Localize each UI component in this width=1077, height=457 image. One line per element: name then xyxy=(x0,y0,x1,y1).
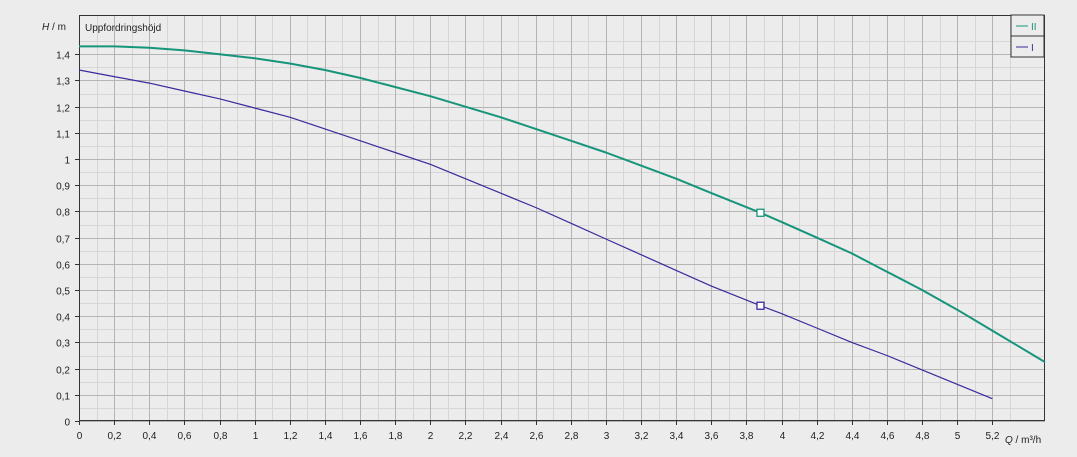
x-axis-title: Q / m³/h xyxy=(1005,435,1041,446)
y-tick-label: 0,1 xyxy=(56,392,70,403)
x-axis-sep: / xyxy=(1013,435,1021,446)
x-tick-label: 4,8 xyxy=(916,431,930,442)
x-tick-label: 2,8 xyxy=(565,431,579,442)
x-axis-var: Q xyxy=(1005,435,1013,446)
series-line-i xyxy=(78,69,993,400)
major-grid xyxy=(79,15,1045,422)
legend-label-i: I xyxy=(1031,43,1034,54)
y-axis-sep: / xyxy=(49,22,57,33)
x-tick-label: 2,6 xyxy=(530,431,544,442)
x-tick-label: 4,4 xyxy=(846,431,860,442)
y-tick-label: 0,8 xyxy=(56,208,70,219)
x-tick-label: 5,2 xyxy=(986,431,1000,442)
y-tick-label: 0,7 xyxy=(56,235,70,246)
y-axis-title: H / m xyxy=(42,22,66,33)
x-tick-label: 3,8 xyxy=(740,431,754,442)
x-axis: 0 0,2 0,4 0,6 0,8 1 1,2 1,4 1,6 1,8 2 2,2 2,4 2,6 2,8 3… xyxy=(77,421,1000,442)
x-tick-label: 4,6 xyxy=(881,431,895,442)
x-tick-label: 4 xyxy=(780,431,786,442)
series-layer xyxy=(78,45,1046,400)
x-tick-label: 1 xyxy=(253,431,259,442)
y-tick-label: 0,6 xyxy=(56,261,70,272)
x-axis-unit: m³/h xyxy=(1021,435,1041,446)
x-tick-label: 2 xyxy=(428,431,434,442)
series-line-ii xyxy=(79,45,1046,363)
chart-title: Uppfordringshöjd xyxy=(85,23,161,34)
x-tick-label: 3,2 xyxy=(635,431,649,442)
x-tick-label: 1,2 xyxy=(284,431,298,442)
operating-point-marker-i xyxy=(756,301,765,310)
y-tick-label: 1,4 xyxy=(56,51,70,62)
x-tick-label: 0,6 xyxy=(178,431,192,442)
y-tick-label: 1,3 xyxy=(56,77,70,88)
y-tick-label: 0,5 xyxy=(56,287,70,298)
y-tick-label: 1,1 xyxy=(56,130,70,141)
minor-grid xyxy=(79,15,1045,421)
y-tick-label: 0 xyxy=(64,418,70,429)
x-tick-label: 2,4 xyxy=(495,431,509,442)
y-tick-label: 0,9 xyxy=(56,182,70,193)
y-tick-label: 0,4 xyxy=(56,313,70,324)
x-tick-label: 3,6 xyxy=(705,431,719,442)
x-tick-label: 0,2 xyxy=(108,431,122,442)
legend: II I xyxy=(1010,14,1045,58)
legend-label-ii: II xyxy=(1031,22,1037,33)
y-tick-label: 0,2 xyxy=(56,366,70,377)
plot-frame xyxy=(79,15,1045,421)
x-tick-label: 0,4 xyxy=(143,431,157,442)
x-tick-label: 5 xyxy=(955,431,961,442)
x-tick-label: 4,2 xyxy=(811,431,825,442)
y-tick-label: 1,2 xyxy=(56,104,70,115)
x-tick-label: 1,8 xyxy=(389,431,403,442)
x-tick-label: 3 xyxy=(604,431,610,442)
y-axis-unit: m xyxy=(58,22,66,33)
plot-area xyxy=(79,15,1045,421)
y-axis: 0 0,1 0,2 0,3 0,4 0,5 0,6 0,7 0,8 0,9 1 1,1 1,2 1,3 1,… xyxy=(56,51,79,429)
x-tick-label: 0,8 xyxy=(214,431,228,442)
operating-point-marker-ii xyxy=(756,208,765,217)
y-tick-label: 1 xyxy=(64,156,70,167)
y-axis-var: H xyxy=(42,22,50,33)
x-tick-label: 2,2 xyxy=(459,431,473,442)
y-tick-label: 0,3 xyxy=(56,339,70,350)
x-tick-label: 0 xyxy=(77,431,83,442)
x-tick-label: 1,6 xyxy=(354,431,368,442)
x-tick-label: 3,4 xyxy=(670,431,684,442)
x-tick-label: 1,4 xyxy=(319,431,333,442)
